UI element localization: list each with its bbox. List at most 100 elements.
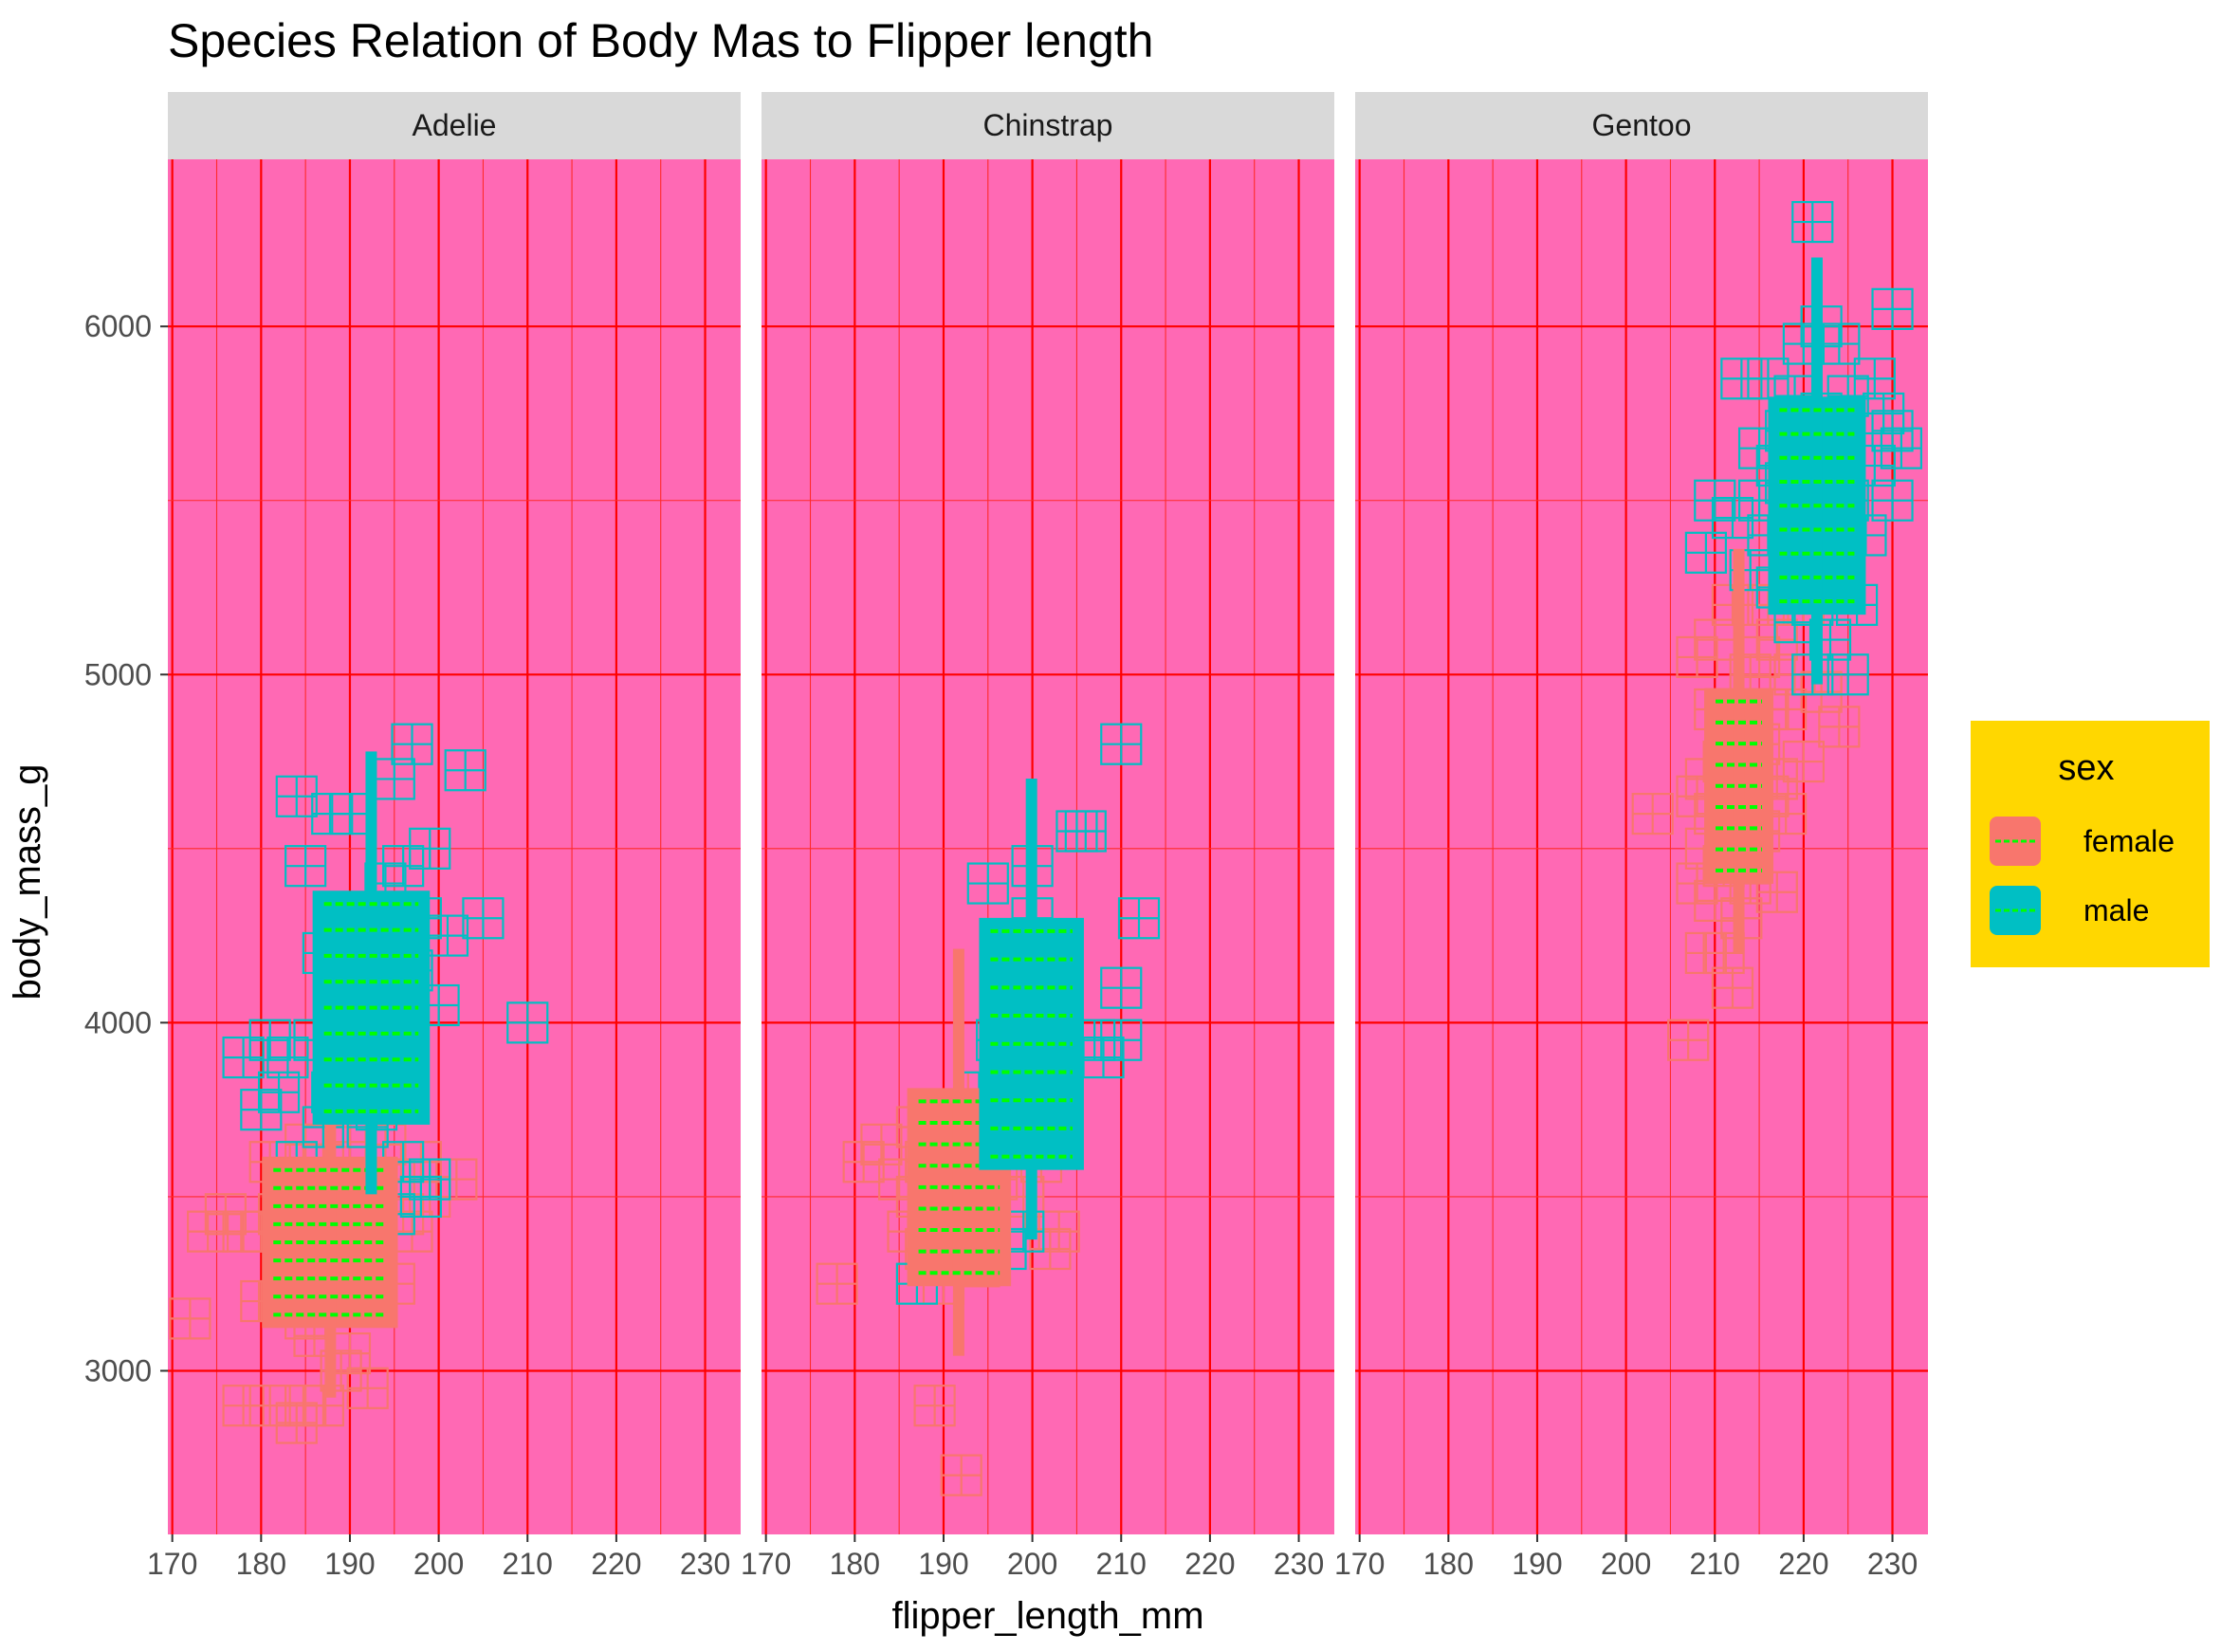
data-point-female bbox=[1782, 740, 1825, 783]
x-axis-chinstrap: 170 180 190 200 210 220 230 bbox=[741, 1534, 1324, 1581]
data-point-female bbox=[913, 1385, 956, 1427]
data-point-male bbox=[1871, 410, 1914, 452]
data-point-male bbox=[399, 1175, 442, 1219]
summary-female bbox=[907, 948, 1012, 1356]
summary-male bbox=[312, 751, 431, 1195]
summary-male bbox=[979, 779, 1084, 1240]
panel-background bbox=[1355, 159, 1928, 1534]
data-point-male bbox=[462, 897, 505, 940]
legend-title: sex bbox=[2058, 748, 2114, 788]
x-tick-label: 170 bbox=[741, 1547, 791, 1581]
data-point-male bbox=[409, 1158, 451, 1201]
data-point-female bbox=[860, 1123, 903, 1166]
x-tick-label: 220 bbox=[1184, 1547, 1235, 1581]
y-axis-title: body_mass_g bbox=[7, 763, 48, 1000]
data-point-male bbox=[266, 1036, 309, 1079]
y-tick-label: 6000 bbox=[84, 309, 152, 343]
data-point-male bbox=[248, 1019, 291, 1061]
x-tick-label: 230 bbox=[1274, 1547, 1324, 1581]
data-point-male bbox=[966, 862, 1009, 905]
facet-strip-label: Chinstrap bbox=[983, 108, 1113, 142]
data-point-female bbox=[1711, 583, 1754, 626]
data-point-female bbox=[302, 1385, 344, 1427]
x-tick-label: 230 bbox=[680, 1547, 730, 1581]
chart-title: Species Relation of Body Mas to Flipper … bbox=[168, 14, 1153, 67]
x-tick-label: 180 bbox=[1423, 1547, 1474, 1581]
facet-strip-label: Adelie bbox=[413, 108, 497, 142]
x-tick-label: 210 bbox=[1690, 1547, 1740, 1581]
data-point-male bbox=[1711, 497, 1754, 540]
data-point-female bbox=[1029, 1227, 1072, 1271]
summary-range-bar bbox=[1733, 548, 1745, 954]
data-point-female bbox=[1755, 871, 1798, 913]
data-point-female bbox=[842, 1141, 885, 1184]
data-point-female bbox=[346, 1367, 389, 1409]
data-point-male bbox=[1826, 653, 1869, 696]
facet-panels: Adelie 170 180 190 200 210 220 230 Chinstrap 170 1… bbox=[147, 92, 1928, 1581]
panel-grid bbox=[1355, 159, 1928, 1534]
data-point-female bbox=[1631, 793, 1674, 835]
data-point-male bbox=[1880, 427, 1923, 469]
facet-chinstrap: Chinstrap 170 180 190 200 210 220 230 bbox=[741, 92, 1334, 1581]
x-tick-label: 210 bbox=[503, 1547, 553, 1581]
data-point-male bbox=[275, 775, 318, 817]
x-tick-label: 180 bbox=[830, 1547, 880, 1581]
data-point-male bbox=[444, 749, 486, 792]
data-point-male bbox=[506, 1001, 549, 1044]
y-axis: 3000 4000 5000 6000 bbox=[84, 309, 168, 1387]
data-point-male bbox=[409, 827, 451, 870]
y-tick-label: 5000 bbox=[84, 657, 152, 691]
data-point-male bbox=[240, 1089, 283, 1131]
data-point-female bbox=[1676, 635, 1718, 679]
summary-range-bar bbox=[1810, 257, 1823, 685]
x-axis-gentoo: 170 180 190 200 210 220 230 bbox=[1334, 1534, 1918, 1581]
x-tick-label: 200 bbox=[413, 1547, 464, 1581]
data-point-male bbox=[391, 723, 433, 765]
y-tick-label: 3000 bbox=[84, 1353, 152, 1387]
data-point-male bbox=[1100, 1019, 1143, 1061]
x-tick-label: 210 bbox=[1096, 1547, 1147, 1581]
data-point-female bbox=[1667, 1019, 1710, 1061]
summary-stats bbox=[907, 779, 1084, 1356]
legend-keys: female male bbox=[1990, 817, 2175, 935]
summary-stats bbox=[262, 751, 431, 1398]
facet-strip bbox=[1355, 92, 1928, 159]
facet-gentoo: Gentoo 170 180 190 200 210 220 230 bbox=[1334, 92, 1928, 1581]
summary-male bbox=[1768, 257, 1866, 685]
data-point-male bbox=[1871, 479, 1914, 522]
legend-label: male bbox=[2083, 893, 2149, 927]
data-point-male bbox=[222, 1036, 265, 1079]
panel-grid bbox=[168, 159, 741, 1534]
data-point-male bbox=[1694, 479, 1736, 522]
x-tick-label: 190 bbox=[324, 1547, 375, 1581]
x-tick-label: 230 bbox=[1867, 1547, 1918, 1581]
data-point-male bbox=[1791, 200, 1834, 244]
data-point-female bbox=[1711, 966, 1754, 1009]
data-point-male bbox=[1100, 966, 1143, 1009]
x-tick-label: 170 bbox=[1334, 1547, 1385, 1581]
x-tick-label: 220 bbox=[591, 1547, 641, 1581]
data-point-female bbox=[1755, 618, 1798, 661]
data-point-male bbox=[1064, 810, 1107, 853]
data-point-male bbox=[1871, 287, 1914, 330]
data-point-male bbox=[257, 1071, 301, 1113]
summary-female bbox=[1704, 548, 1774, 954]
data-point-female bbox=[1737, 635, 1781, 679]
x-axis-adelie: 170 180 190 200 210 220 230 bbox=[147, 1534, 730, 1581]
data-point-male bbox=[1684, 531, 1727, 574]
y-tick-label: 4000 bbox=[84, 1005, 152, 1039]
data-point-male bbox=[1863, 392, 1905, 435]
facet-strip bbox=[168, 92, 741, 159]
x-tick-label: 190 bbox=[1512, 1547, 1562, 1581]
data-point-female bbox=[1818, 706, 1861, 748]
legend-item-male: male bbox=[1990, 886, 2149, 935]
data-point-male bbox=[285, 845, 327, 888]
data-point-male bbox=[1117, 897, 1161, 940]
panel-background bbox=[168, 159, 741, 1534]
summary-range-bar bbox=[365, 751, 377, 1195]
x-tick-label: 180 bbox=[236, 1547, 286, 1581]
facet-strip bbox=[762, 92, 1334, 159]
data-point-male bbox=[1853, 358, 1896, 400]
data-point-female bbox=[816, 1262, 858, 1305]
